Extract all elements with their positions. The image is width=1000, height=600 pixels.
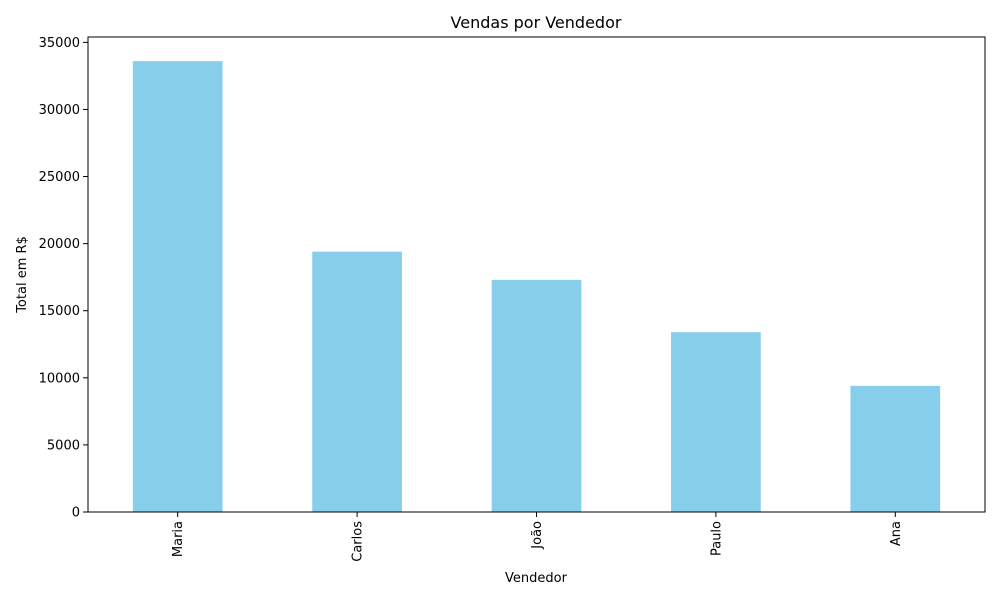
bar-paulo <box>671 332 761 512</box>
y-axis-ticks: 0 5000 10000 15000 20000 25000 30000 35000 <box>39 36 88 521</box>
x-tick-label: João <box>530 521 545 550</box>
x-tick-label: Carlos <box>351 521 366 562</box>
bar-joão <box>491 279 582 512</box>
bar-ana <box>850 385 941 512</box>
y-tick-label: 15000 <box>39 304 80 319</box>
bar-maria <box>132 61 223 513</box>
x-tick-label: Ana <box>889 521 904 546</box>
x-axis-ticks: Maria Carlos João Paulo Ana <box>171 512 904 562</box>
chart-title: Vendas por Vendedor <box>451 13 622 32</box>
y-tick-label: 35000 <box>39 36 80 51</box>
x-tick-label: Paulo <box>709 521 724 556</box>
y-tick-label: 20000 <box>39 237 80 252</box>
y-tick-label: 0 <box>72 506 80 521</box>
y-axis-title: Total em R$ <box>15 236 30 314</box>
bars-group <box>132 61 941 513</box>
x-tick-label: Maria <box>171 521 186 557</box>
y-tick-label: 5000 <box>47 438 80 453</box>
y-tick-label: 10000 <box>39 371 80 386</box>
bar-carlos <box>312 251 402 512</box>
plot-frame <box>87 36 986 513</box>
y-tick-label: 25000 <box>39 170 80 185</box>
y-tick-label: 30000 <box>39 103 80 118</box>
x-axis-title: Vendedor <box>505 571 568 586</box>
